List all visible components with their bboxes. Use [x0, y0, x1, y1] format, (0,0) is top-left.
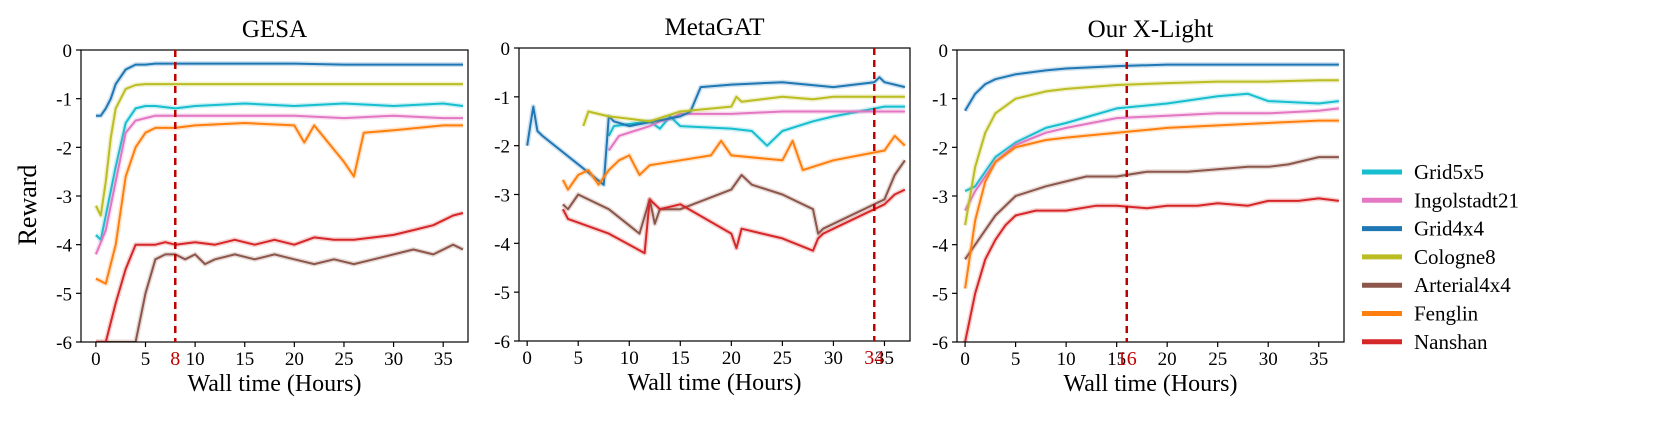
legend-label-cologne8: Cologne8: [1414, 245, 1496, 269]
y-tick-label: -6: [56, 333, 72, 354]
x-tick-label: 35: [1309, 349, 1328, 370]
x-axis-label: Wall time (Hours): [627, 370, 801, 396]
series-group: [93, 61, 465, 342]
x-tick-label: 20: [1158, 349, 1177, 370]
y-tick-label: -3: [494, 186, 510, 207]
x-tick-label: 20: [285, 349, 304, 370]
y-tick-label: -5: [932, 284, 948, 305]
x-tick-label: 35: [434, 349, 453, 370]
y-tick-label: 0: [939, 41, 949, 62]
y-tick-label: -1: [932, 90, 948, 111]
x-tick-label: 35: [875, 348, 894, 369]
series-shadow-nanshan: [962, 195, 1340, 342]
x-tick-label: 15: [235, 349, 254, 370]
x-tick-label: 5: [141, 349, 151, 370]
marker-label: 16: [1117, 348, 1137, 370]
y-tick-label: -5: [494, 283, 510, 304]
x-tick-label: 0: [91, 349, 101, 370]
chart-panel-3: Our X-Light 0 -1 -2 -3 -4 -5 -6 0 5 10 15 20 25 30 35 16…: [932, 16, 1345, 397]
x-tick-label: 20: [722, 348, 741, 369]
x-tick-label: 25: [773, 348, 792, 369]
y-tick-label: -2: [56, 138, 72, 159]
series-line-grid4x4: [95, 62, 463, 117]
x-tick-label: 0: [522, 348, 532, 369]
chart-panels: GESA 0 -1 -2 -3 -4 -5 -6 0 5 10 15 20 25 30 35 8 Wall tim…: [56, 14, 1345, 397]
y-tick-label: -5: [56, 284, 72, 305]
x-tick-label: 15: [671, 348, 690, 369]
x-tick-label: 15: [1107, 349, 1126, 370]
legend-label-grid5x5: Grid5x5: [1414, 160, 1484, 184]
legend-label-nanshan: Nanshan: [1414, 330, 1488, 354]
x-tick-label: 5: [573, 348, 583, 369]
y-tick-label: 0: [63, 41, 73, 62]
x-axis-label: Wall time (Hours): [1063, 371, 1237, 397]
y-tick-label: -2: [932, 138, 948, 159]
series-line-grid5x5: [95, 102, 464, 241]
series-line-grid4x4: [526, 76, 906, 186]
series-line-fenglin: [964, 119, 1339, 289]
x-tick-label: 25: [1208, 349, 1227, 370]
x-tick-label: 10: [1057, 349, 1076, 370]
x-tick-label: 30: [1259, 349, 1278, 370]
x-tick-label: 10: [186, 349, 205, 370]
marker-label: 8: [170, 348, 180, 370]
series-shadow-arterial4x4: [95, 242, 465, 342]
series-line-nanshan: [95, 212, 464, 342]
x-tick-label: 10: [620, 348, 639, 369]
series-line-cologne8: [964, 79, 1339, 226]
series-group: [962, 62, 1340, 342]
chart-title: GESA: [242, 16, 307, 43]
series-line-nanshan: [964, 197, 1340, 342]
series-line-arterial4x4: [964, 156, 1339, 260]
series-line-nanshan: [562, 188, 906, 255]
y-tick-label: -3: [932, 187, 948, 208]
x-tick-label: 25: [334, 349, 353, 370]
shared-y-axis-label: Reward: [13, 165, 42, 246]
legend: Grid5x5 Ingolstadt21 Grid4x4 Cologne8 Arteri…: [1362, 160, 1519, 354]
x-tick-label: 0: [960, 349, 970, 370]
chart-title: Our X-Light: [1088, 16, 1214, 43]
series-shadow-arterial4x4: [561, 158, 907, 237]
x-tick-label: 30: [824, 348, 843, 369]
series-line-ingolstadt21: [964, 107, 1340, 212]
y-tick-label: -2: [494, 137, 510, 158]
x-tick-label: 30: [384, 349, 403, 370]
x-axis-label: Wall time (Hours): [187, 371, 361, 397]
series-shadow-ingolstadt21: [606, 109, 905, 152]
series-group: [524, 74, 907, 256]
series-line-cologne8: [95, 83, 463, 217]
y-tick-label: 0: [501, 39, 511, 60]
plot-frame: [80, 49, 469, 343]
series-line-grid4x4: [964, 63, 1339, 112]
chart-panel-1: GESA 0 -1 -2 -3 -4 -5 -6 0 5 10 15 20 25 30 35 8 Wall tim…: [56, 16, 469, 397]
y-tick-label: -4: [932, 236, 948, 257]
y-tick-label: -6: [494, 332, 510, 353]
legend-label-ingolstadt21: Ingolstadt21: [1414, 188, 1519, 212]
y-tick-label: -6: [932, 333, 948, 354]
y-tick-label: -1: [56, 90, 72, 111]
legend-label-fenglin: Fenglin: [1414, 302, 1479, 326]
series-line-grid5x5: [964, 92, 1340, 193]
series-line-arterial4x4: [562, 159, 906, 235]
series-shadow-fenglin: [94, 120, 463, 287]
marker-label: 34: [864, 347, 884, 369]
series-line-arterial4x4: [95, 243, 464, 342]
x-tick-label: 5: [1011, 349, 1021, 370]
legend-label-grid4x4: Grid4x4: [1414, 217, 1484, 241]
series-line-fenglin: [95, 122, 463, 285]
chart-title: MetaGAT: [665, 14, 765, 41]
y-tick-label: -4: [56, 236, 72, 257]
y-tick-label: -3: [56, 187, 72, 208]
series-line-cologne8: [582, 95, 905, 127]
legend-label-arterial4x4: Arterial4x4: [1414, 273, 1511, 297]
y-tick-label: -1: [494, 88, 510, 109]
series-line-fenglin: [562, 134, 906, 191]
series-line-ingolstadt21: [607, 110, 905, 152]
y-tick-label: -4: [494, 234, 510, 255]
